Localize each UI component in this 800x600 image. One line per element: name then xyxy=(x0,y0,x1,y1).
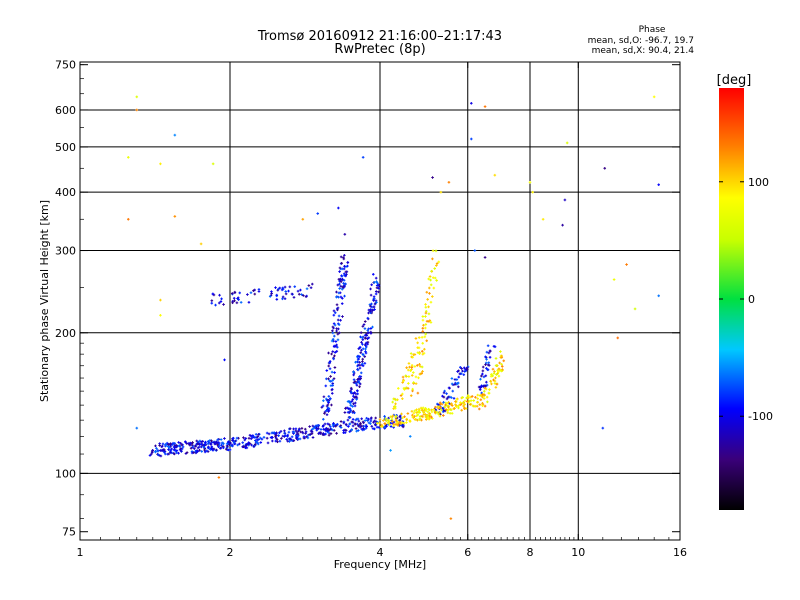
x-tick-label: 2 xyxy=(227,546,234,559)
stats-line-x: mean, sd,X: 90.4, 21.4 xyxy=(592,46,695,56)
chart-title: Tromsø 20160912 21:16:00–21:17:43 xyxy=(257,29,502,44)
x-tick-label: 6 xyxy=(464,546,471,559)
x-tick-label: 10 xyxy=(571,546,585,559)
y-tick-label: 75 xyxy=(62,526,76,539)
colorbar-tick-label: 0 xyxy=(748,293,755,306)
x-tick-label: 4 xyxy=(377,546,384,559)
colorbar xyxy=(719,88,744,510)
scatter-points xyxy=(126,95,660,520)
y-tick-label: 400 xyxy=(55,186,76,199)
x-tick-label: 16 xyxy=(673,546,687,559)
x-tick-label: 8 xyxy=(527,546,534,559)
y-tick-label: 200 xyxy=(55,327,76,340)
x-axis-ticks: 1 2 4 6 8 10 16 xyxy=(77,62,687,559)
chart-subtitle: RwPretec (8p) xyxy=(334,42,425,57)
colorbar-tick-label: -100 xyxy=(748,410,773,423)
x-axis-label: Frequency [MHz] xyxy=(334,558,426,571)
y-tick-label: 600 xyxy=(55,104,76,117)
y-tick-label: 500 xyxy=(55,141,76,154)
stats-title: Phase xyxy=(639,25,666,35)
colorbar-ticks: 100 0 -100 xyxy=(719,176,773,423)
y-tick-label: 750 xyxy=(55,59,76,72)
y-tick-label: 100 xyxy=(55,467,76,480)
y-axis-ticks: 75 100 200 300 400 500 600 750 xyxy=(55,59,680,539)
colorbar-tick-label: 100 xyxy=(748,176,769,189)
grid-lines xyxy=(80,62,680,540)
stats-line-o: mean, sd,O: -96.7, 19.7 xyxy=(588,36,694,46)
y-tick-label: 300 xyxy=(55,245,76,258)
colorbar-label: [deg] xyxy=(717,73,752,88)
x-tick-label: 1 xyxy=(77,546,84,559)
y-axis-label: Stationary phase Virtual Height [km] xyxy=(38,200,51,402)
